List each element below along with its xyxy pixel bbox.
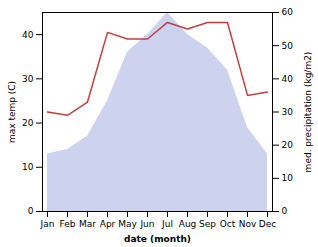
svg-text:max temp (C): max temp (C) (7, 81, 17, 143)
svg-text:30: 30 (22, 74, 34, 84)
svg-text:10: 10 (22, 162, 34, 172)
svg-text:20: 20 (22, 118, 34, 128)
svg-text:Nov: Nov (239, 219, 257, 229)
svg-text:30: 30 (282, 107, 294, 117)
svg-text:Dec: Dec (259, 219, 276, 229)
svg-text:10: 10 (282, 173, 294, 183)
svg-text:Jul: Jul (161, 219, 173, 229)
svg-text:Aug: Aug (179, 219, 197, 229)
svg-text:40: 40 (282, 74, 294, 84)
svg-text:date (month): date (month) (124, 234, 191, 244)
svg-text:Oct: Oct (220, 219, 236, 229)
svg-text:Apr: Apr (100, 219, 116, 229)
svg-text:0: 0 (28, 206, 34, 216)
svg-text:60: 60 (282, 7, 294, 17)
svg-text:Mar: Mar (79, 219, 96, 229)
svg-text:Feb: Feb (60, 219, 76, 229)
svg-text:Jan: Jan (40, 219, 55, 229)
svg-text:Jun: Jun (139, 219, 154, 229)
svg-text:40: 40 (22, 29, 34, 39)
svg-text:50: 50 (282, 41, 294, 51)
svg-text:Sep: Sep (199, 219, 216, 229)
svg-text:0: 0 (282, 206, 288, 216)
svg-text:May: May (118, 219, 137, 229)
svg-text:med. precipitation (kg/m2): med. precipitation (kg/m2) (303, 52, 313, 173)
svg-text:20: 20 (282, 140, 294, 150)
